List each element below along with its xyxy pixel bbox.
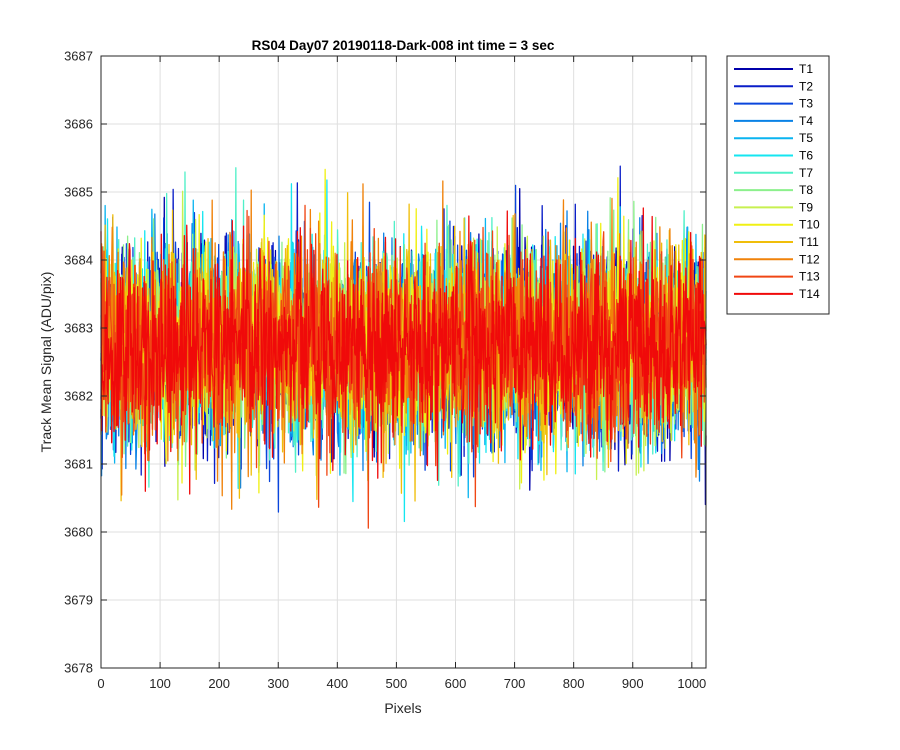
- legend-label-t3: T3: [799, 97, 813, 111]
- plot-area: 0 100 200 300 400 500 600 700 800 900 1000 3678 3679…: [64, 49, 707, 692]
- legend-label-t11: T11: [799, 235, 819, 249]
- y-tick-label: 3681: [64, 457, 93, 472]
- legend: T1 T2 T3 T4 T5 T6 T7 T8 T9 T10 T11 T12 T13 T14: [726, 55, 830, 315]
- y-axis-label: Track Mean Signal (ADU/pix): [38, 272, 54, 453]
- x-tick-label: 800: [563, 676, 585, 691]
- legend-label-t13: T13: [799, 270, 820, 284]
- y-tick-label: 3684: [64, 253, 93, 268]
- axes-box: [100, 55, 707, 669]
- axis-ticks: 0 100 200 300 400 500 600 700 800 900 1000 3678 3679…: [64, 49, 706, 692]
- x-tick-label: 400: [326, 676, 348, 691]
- x-tick-label: 500: [386, 676, 408, 691]
- y-tick-label: 3683: [64, 321, 93, 336]
- legend-label-t4: T4: [799, 114, 813, 128]
- legend-label-t6: T6: [799, 149, 813, 163]
- legend-label-t1: T1: [799, 62, 813, 76]
- y-tick-label: 3678: [64, 661, 93, 676]
- x-tick-label: 700: [504, 676, 526, 691]
- series-lines: [100, 165, 707, 529]
- y-tick-label: 3687: [64, 49, 93, 64]
- legend-label-t8: T8: [799, 183, 813, 197]
- x-axis-label: Pixels: [384, 700, 421, 716]
- legend-label-t14: T14: [799, 287, 820, 301]
- chart-title: RS04 Day07 20190118-Dark-008 int time = …: [252, 38, 555, 53]
- series-line-t13: [100, 204, 707, 529]
- legend-label-t7: T7: [799, 166, 813, 180]
- legend-label-t10: T10: [799, 218, 820, 232]
- series-line-t14: [100, 207, 707, 495]
- x-tick-label: 100: [149, 676, 171, 691]
- x-tick-label: 1000: [677, 676, 706, 691]
- x-tick-label: 200: [208, 676, 230, 691]
- legend-items: T1 T2 T3 T4 T5 T6 T7 T8 T9 T10 T11 T12 T13 T14: [734, 62, 820, 301]
- legend-label-t2: T2: [799, 79, 813, 93]
- y-tick-label: 3686: [64, 117, 93, 132]
- x-tick-label: 900: [622, 676, 644, 691]
- y-tick-label: 3680: [64, 525, 93, 540]
- y-tick-label: 3679: [64, 593, 93, 608]
- x-tick-label: 300: [267, 676, 289, 691]
- x-tick-label: 600: [445, 676, 467, 691]
- x-tick-label: 0: [97, 676, 104, 691]
- y-tick-label: 3685: [64, 185, 93, 200]
- legend-box: [726, 55, 830, 315]
- legend-label-t5: T5: [799, 131, 813, 145]
- legend-label-t12: T12: [799, 252, 820, 266]
- legend-label-t9: T9: [799, 200, 813, 214]
- y-tick-label: 3682: [64, 389, 93, 404]
